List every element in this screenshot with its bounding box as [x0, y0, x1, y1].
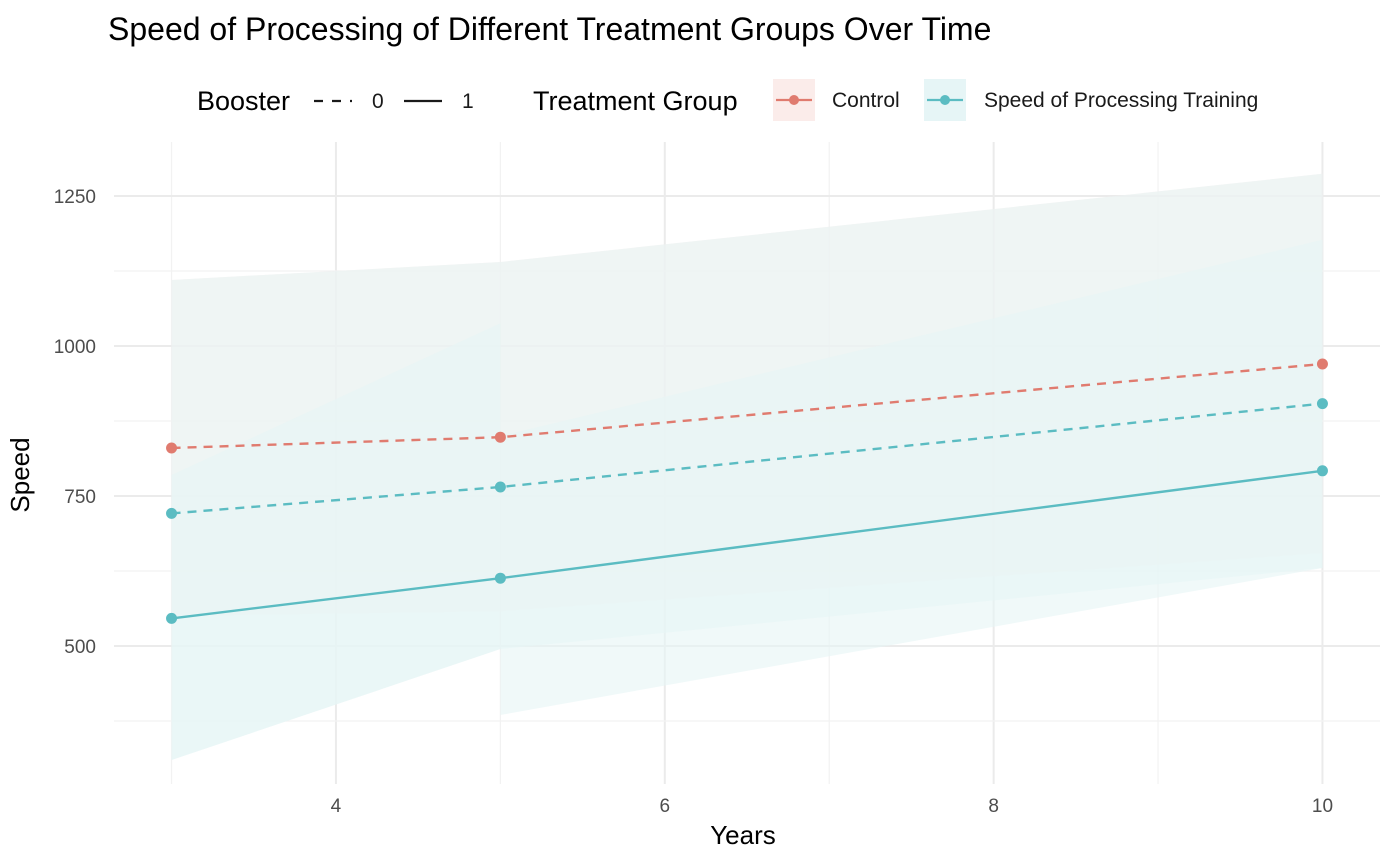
y-tick-label: 1000: [54, 337, 96, 358]
confidence-ribbons: [171, 173, 1323, 761]
legend-sop-label: Speed of Processing Training: [984, 89, 1258, 112]
y-tick-label: 1250: [54, 187, 96, 208]
data-point-sop-booster-1: [166, 612, 178, 624]
data-point-control-booster-0: [166, 442, 178, 454]
x-axis-title: Years: [710, 820, 776, 850]
data-point-sop-booster-1: [494, 572, 506, 584]
legend-control-label: Control: [832, 89, 900, 112]
legend-control-key-point: [789, 95, 799, 105]
x-tick-label: 10: [1312, 796, 1333, 817]
y-tick-label: 500: [64, 637, 96, 658]
ribbon-sop-booster-1: [500, 239, 1323, 716]
x-tick-label: 4: [331, 796, 342, 817]
y-tick-label: 750: [64, 487, 96, 508]
chart-title: Speed of Processing of Different Treatme…: [108, 11, 991, 47]
legend-sop-key-point: [940, 95, 950, 105]
series-points: [166, 358, 1328, 624]
data-point-sop-booster-0: [494, 481, 506, 493]
data-point-sop-booster-0: [1316, 398, 1328, 410]
x-tick-label: 8: [988, 796, 999, 817]
ribbon-sop-booster-1: [171, 323, 501, 760]
tick-labels: 4 6 8 10 500 750 1000 1250: [54, 187, 1333, 817]
legend-booster-1-label: 1: [462, 90, 474, 113]
legend-group-title: Treatment Group: [533, 86, 738, 116]
legend-booster-title: Booster: [197, 86, 290, 116]
series-line-sop-booster-0: [171, 402, 1323, 515]
x-tick-label: 6: [660, 796, 671, 817]
legend-booster-0-label: 0: [372, 90, 384, 113]
legend: Booster 0 1 Treatment Group Control Spee…: [197, 79, 1258, 121]
data-point-control-booster-0: [494, 431, 506, 443]
data-point-sop-booster-1: [1316, 465, 1328, 477]
data-point-sop-booster-0: [166, 507, 178, 519]
y-axis-title: Speed: [5, 437, 35, 512]
data-point-control-booster-0: [1316, 358, 1328, 370]
